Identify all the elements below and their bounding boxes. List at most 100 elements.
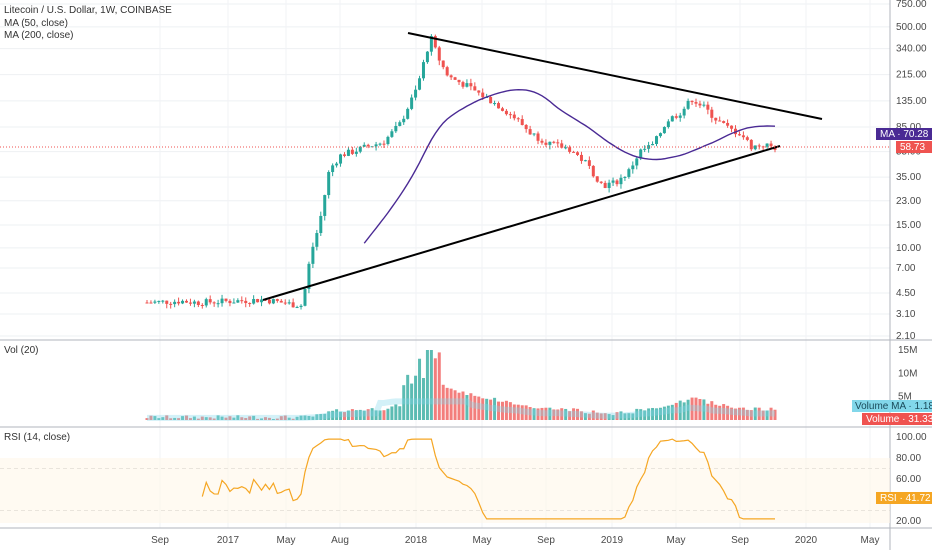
candle-body — [532, 133, 536, 135]
candle-body — [481, 92, 485, 98]
time-tick-label: May — [667, 535, 686, 546]
time-tick-label: 2020 — [795, 535, 818, 546]
candle-body — [595, 176, 599, 182]
volume-bar — [177, 418, 181, 420]
volume-bar — [544, 407, 548, 420]
volume-bar — [153, 416, 157, 420]
svg-text:MA · 70.28: MA · 70.28 — [880, 129, 929, 140]
candle-body — [299, 305, 303, 308]
volume-bar — [319, 413, 323, 420]
candle-body — [516, 118, 520, 120]
volume-bar — [169, 418, 173, 420]
volume-bar — [192, 416, 196, 420]
candle-body — [275, 299, 279, 301]
candle-body — [508, 114, 512, 116]
candle-body — [220, 298, 224, 304]
rsi-tick-label: 20.00 — [896, 516, 921, 527]
candle-body — [489, 96, 493, 104]
volume-bar — [441, 384, 445, 420]
volume-bar — [374, 410, 378, 420]
price-badge — [896, 141, 932, 153]
volume-bar — [279, 416, 283, 420]
volume-bar — [485, 398, 489, 420]
candle-body — [149, 302, 153, 304]
candle-body — [212, 302, 216, 304]
time-tick-label: May — [861, 535, 880, 546]
candle-body — [552, 141, 556, 143]
candle-body — [674, 116, 678, 118]
rsi-badge-label: RSI — [880, 493, 897, 504]
candle-body — [710, 109, 714, 118]
candle-body — [295, 307, 299, 309]
volume-bar — [737, 407, 741, 420]
candle-body — [414, 89, 418, 98]
candle-body — [568, 147, 572, 152]
volume-bar — [350, 409, 354, 420]
volume-bar — [745, 409, 749, 420]
volume-bar — [295, 416, 299, 420]
price-tick-label: 35.00 — [896, 172, 921, 183]
candle-body — [500, 108, 504, 111]
moving-average-line — [363, 88, 776, 244]
volume-bar — [449, 388, 453, 420]
candle-body — [208, 299, 212, 303]
volume-bar — [730, 407, 734, 420]
candle-body — [643, 148, 647, 150]
candle-body — [599, 181, 603, 183]
price-tick-label: 85.00 — [896, 122, 921, 133]
candle-body — [252, 299, 256, 304]
ma50-label: MA (50, close) — [4, 18, 68, 29]
candle-body — [390, 131, 394, 137]
volume-bar — [283, 415, 287, 420]
candle-body — [425, 51, 429, 63]
candle-body — [354, 151, 358, 154]
volume-bar — [702, 399, 706, 420]
volume-bar — [647, 408, 651, 420]
volume-bar — [208, 417, 212, 420]
volume-bar — [643, 410, 647, 420]
volume-bar — [394, 404, 398, 420]
volume-bar — [670, 404, 674, 420]
candle-body — [461, 82, 465, 87]
svg-text:RSI · 41.72: RSI · 41.72 — [880, 493, 931, 504]
candle-body — [307, 263, 311, 289]
volume-bar — [240, 417, 244, 420]
volume-bar — [469, 393, 473, 420]
volume-bar — [741, 407, 745, 420]
volume-bar — [414, 375, 418, 420]
volume-bar — [599, 413, 603, 420]
candle-body — [236, 300, 240, 303]
volume-bar — [769, 407, 773, 420]
candle-body — [741, 135, 745, 138]
candle-body — [173, 301, 177, 305]
volume-bar — [579, 411, 583, 420]
volume-bar — [346, 410, 350, 420]
ma-line — [363, 88, 776, 244]
volume-bar — [263, 417, 267, 420]
candle-body — [753, 145, 757, 150]
volume-bar — [504, 400, 508, 420]
volume-bar — [425, 350, 429, 420]
volume-bar — [173, 417, 177, 420]
volume-bar — [757, 407, 761, 420]
candle-body — [279, 300, 283, 303]
candle-body — [631, 165, 635, 170]
candle-body — [572, 151, 576, 153]
candle-body — [651, 143, 655, 146]
volume-bar — [572, 408, 576, 420]
candle-body — [335, 163, 339, 166]
volume-bar — [623, 413, 627, 420]
candle-body — [204, 299, 208, 306]
candle-body — [493, 103, 497, 105]
candle-body — [603, 182, 607, 188]
volume-bar — [686, 399, 690, 420]
volume-bar — [331, 410, 335, 420]
ma-badge-label: MA — [880, 129, 895, 140]
price-tick-label: 135.00 — [896, 96, 927, 107]
volume-bar — [339, 411, 343, 420]
candle-body — [615, 180, 619, 185]
candle-body — [473, 86, 477, 91]
candle-body — [536, 133, 540, 141]
volume-bar — [224, 417, 228, 420]
